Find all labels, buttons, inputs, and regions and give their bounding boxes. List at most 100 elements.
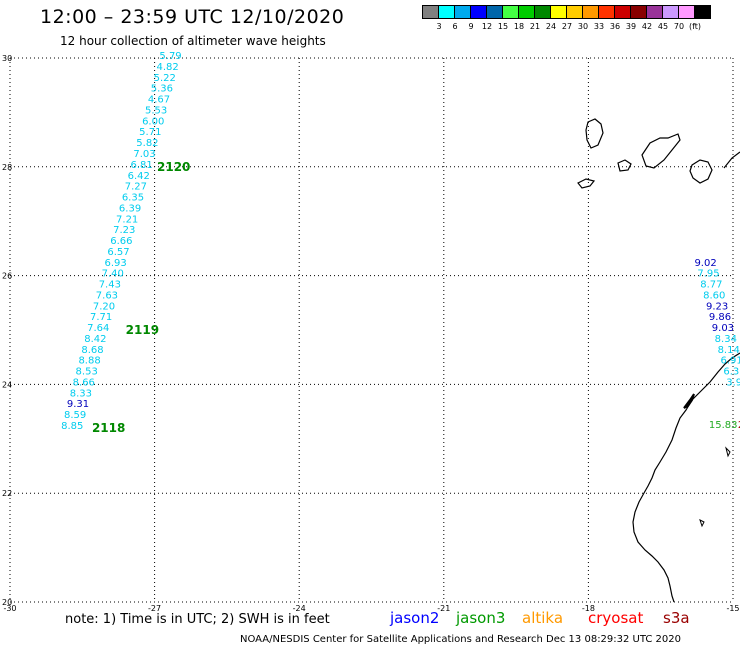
wave-height-label: 6.35	[122, 193, 144, 204]
wave-height-label: 7.71	[90, 312, 112, 323]
wave-height-label: 8.85	[61, 421, 83, 432]
latitude-tick-label: 26	[2, 272, 12, 281]
color-scale-label: 45	[657, 22, 669, 31]
wave-height-label: 7.43	[99, 280, 121, 291]
color-scale-label: 33	[593, 22, 605, 31]
wave-height-label: 7.23	[113, 225, 135, 236]
color-scale-label: 9	[468, 22, 474, 31]
longitude-tick-label: -30	[3, 604, 16, 613]
coastal-islet	[699, 519, 705, 528]
longitude-tick-label: -24	[293, 604, 306, 613]
island-fuerteventura	[723, 151, 740, 169]
wave-height-label: 22	[738, 420, 740, 431]
note-text: note: 1) Time is in UTC; 2) SWH is in fe…	[65, 612, 330, 627]
latitude-tick-label: 24	[2, 380, 12, 389]
wave-height-label: 9.31	[67, 399, 89, 410]
page-title: 12:00 – 23:59 UTC 12/10/2020	[40, 6, 345, 28]
color-scale-label: 3	[436, 22, 442, 31]
island-gran-canaria	[689, 159, 713, 184]
latitude-tick-label: 28	[2, 163, 12, 172]
wave-height-label: 4.67	[148, 95, 170, 106]
color-scale-label: (ft)	[688, 22, 702, 31]
legend-item-jason3: jason3	[456, 609, 506, 627]
legend-item-jason2: jason2	[390, 609, 440, 627]
wave-height-label: 6.91	[720, 356, 740, 367]
wave-height-label: 7.95	[697, 269, 719, 280]
wave-height-label: 7.64	[87, 323, 109, 334]
wave-height-label: 6.81	[131, 160, 153, 171]
color-scale-label: 36	[609, 22, 621, 31]
wave-height-label: 6.00	[142, 116, 164, 127]
color-scale-label: 27	[561, 22, 573, 31]
island-tenerife	[641, 133, 681, 169]
coastline	[577, 118, 740, 603]
latitude-tick-label: 22	[2, 489, 12, 498]
wave-height-label: 8.88	[78, 356, 100, 367]
latitude-tick-label: 20	[2, 598, 12, 607]
color-scale-label: 30	[577, 22, 589, 31]
wave-height-label: 6.93	[104, 258, 126, 269]
longitude-tick-label: -15	[726, 604, 739, 613]
wave-height-label: 8.77	[700, 280, 722, 291]
island-la-palma	[585, 118, 604, 149]
color-scale-cell	[694, 5, 711, 19]
color-scale-label: 42	[641, 22, 653, 31]
wave-height-label: 6.42	[128, 171, 150, 182]
map-grid	[9, 57, 734, 603]
wave-height-label: 5.82	[136, 138, 158, 149]
wave-height-label: 8.59	[64, 410, 86, 421]
island-la-gomera	[617, 159, 632, 172]
color-scale-bar	[422, 5, 711, 19]
wave-height-label: 7.03	[133, 149, 155, 160]
wave-height-label: 5.22	[154, 73, 176, 84]
wave-height-label: 8.14	[718, 345, 740, 356]
wave-height-label: 3.99	[726, 377, 740, 388]
wave-height-label: 9.86	[709, 312, 731, 323]
wave-height-label: 6.39	[119, 203, 141, 214]
wave-height-label: 9.23	[706, 301, 728, 312]
wave-height-label: 7.20	[93, 301, 115, 312]
african-coastline	[632, 352, 740, 603]
wave-height-label: 8.68	[81, 345, 103, 356]
color-scale-label: 21	[529, 22, 541, 31]
wave-height-label: 8.33	[70, 388, 92, 399]
wave-height-label: 9.02	[694, 258, 716, 269]
color-scale-label: 70	[673, 22, 685, 31]
wave-height-label: 8.66	[73, 377, 95, 388]
wave-height-label: 5.79	[159, 51, 181, 62]
wave-height-label: 8.60	[703, 290, 725, 301]
wave-height-label: 5.71	[139, 127, 161, 138]
color-scale-label: 39	[625, 22, 637, 31]
longitude-tick-label: -18	[582, 604, 595, 613]
pass-number-label: 2118	[92, 421, 125, 435]
color-scale-label: 18	[513, 22, 525, 31]
pass-number-label: 2120	[157, 160, 190, 174]
coastal-islet	[725, 446, 731, 458]
legend-item-altika: altika	[522, 609, 564, 627]
longitude-tick-label: -21	[437, 604, 450, 613]
wave-height-label: 8.42	[84, 334, 106, 345]
longitude-tick-label: -27	[148, 604, 161, 613]
wave-height-label: 7.21	[116, 214, 138, 225]
wave-height-label: 9.03	[712, 323, 734, 334]
pass-number-label: 2119	[126, 323, 159, 337]
wave-height-label: 7.63	[96, 290, 118, 301]
wave-height-label: 4.82	[157, 62, 179, 73]
color-scale-label: 12	[481, 22, 493, 31]
wave-height-label: 5.53	[145, 105, 167, 116]
wave-height-label: 6.57	[107, 247, 129, 258]
wave-height-label: 6.32	[723, 367, 740, 378]
wave-height-label: 7.40	[102, 269, 124, 280]
color-scale-label: 24	[545, 22, 557, 31]
wave-height-label: 8.53	[76, 367, 98, 378]
legend-item-cryosat: cryosat	[588, 609, 644, 627]
wave-height-label: 8.34	[715, 334, 737, 345]
island-el-hierro	[577, 178, 596, 189]
altimeter-tracks: 5.794.825.225.364.675.536.005.715.827.03…	[61, 51, 740, 435]
map-axis-labels: -30 -27 -24 -21 -18 -15 30 28 26 24 22 20	[2, 54, 740, 613]
wave-height-label: 6.66	[110, 236, 132, 247]
credit-text: NOAA/NESDIS Center for Satellite Applica…	[240, 634, 682, 645]
wave-height-label: 5.36	[151, 84, 173, 95]
color-scale-label: 15	[497, 22, 509, 31]
